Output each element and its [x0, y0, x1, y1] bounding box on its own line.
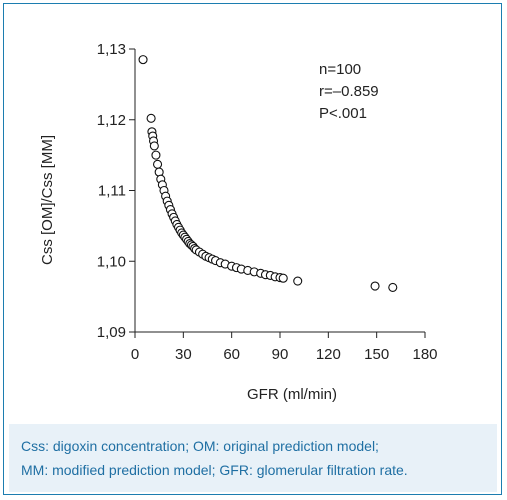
x-tick-label: 90 [272, 346, 289, 363]
data-point [146, 113, 156, 123]
data-point [278, 273, 288, 283]
y-axis-label: Css [OM]/Css [MM] [39, 135, 56, 265]
y-tick-label: 1,11 [98, 183, 126, 200]
data-point [151, 150, 161, 160]
annotation-r: r=–0.859 [319, 83, 379, 100]
data-point [138, 55, 148, 65]
caption-line-1: Css: digoxin concentration; OM: original… [21, 438, 379, 454]
data-point [153, 159, 163, 169]
figure-frame [3, 3, 502, 495]
y-tick-label: 1,09 [97, 324, 126, 341]
x-tick-label: 0 [131, 346, 139, 363]
data-point [388, 282, 398, 292]
caption-line-2: MM: modified prediction model; GFR: glom… [21, 462, 408, 478]
chart-axes [134, 49, 425, 333]
data-point [149, 141, 159, 151]
data-point [293, 276, 303, 286]
annotation-p: P<.001 [319, 105, 367, 122]
chart-points [138, 55, 398, 292]
y-tick-label: 1,10 [97, 253, 126, 270]
annotation-n: n=100 [319, 61, 361, 78]
x-tick-label: 120 [316, 346, 341, 363]
x-tick-label: 30 [175, 346, 192, 363]
y-tick-label: 1,13 [97, 41, 126, 58]
y-tick-label: 1,12 [97, 112, 126, 129]
scatter-chart: 0 30 60 90 120 150 180 1,09 1,10 1,11 1,12 1,13 GFR… [39, 41, 438, 403]
x-axis-label: GFR (ml/min) [247, 386, 337, 403]
chart-ticks: 0 30 60 90 120 150 180 1,09 1,10 1,11 1,12 1,13 [97, 41, 438, 363]
x-tick-label: 60 [223, 346, 240, 363]
x-tick-label: 180 [412, 346, 437, 363]
x-tick-label: 150 [364, 346, 389, 363]
data-point [370, 281, 380, 291]
figure-caption: Css: digoxin concentration; OM: original… [9, 424, 497, 492]
